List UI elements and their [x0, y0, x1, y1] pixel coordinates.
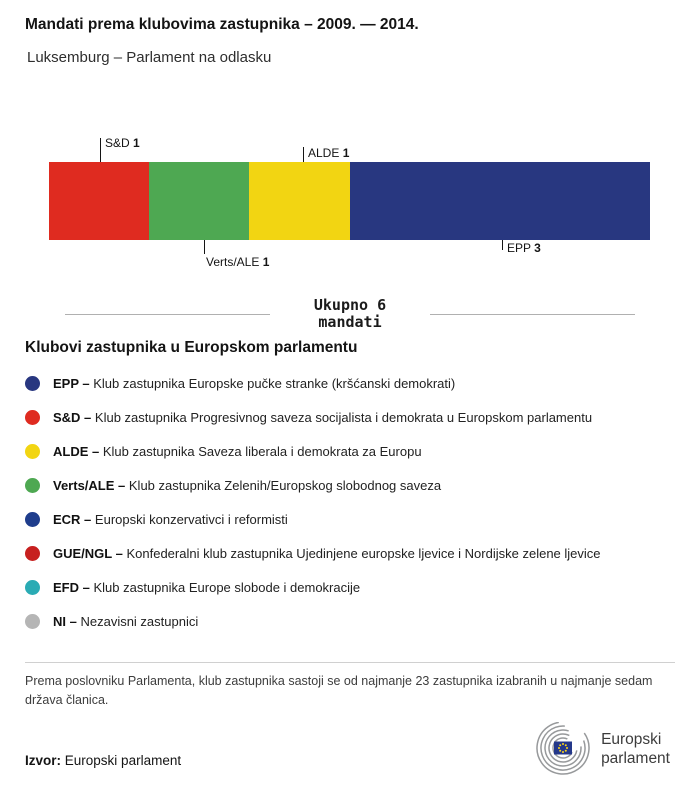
legend-item-verts-ale: Verts/ALE – Klub zastupnika Zelenih/Euro… — [25, 468, 601, 502]
legend-abbr: ECR – — [53, 511, 92, 527]
legend-desc: Nezavisni zastupnici — [80, 613, 199, 629]
legend-desc: Konfederalni klub zastupnika Ujedinjene … — [126, 545, 601, 561]
ep-hemicycle-icon — [536, 722, 590, 775]
callout-value-alde: 1 — [342, 146, 350, 160]
legend-item-ni: NI – Nezavisni zastupnici — [25, 604, 601, 638]
stacked-bar — [49, 162, 651, 240]
source-label: Izvor: — [25, 753, 62, 768]
bar-segment-sd — [49, 162, 150, 240]
callout-label-verts: Verts/ALE 1 — [206, 255, 269, 269]
callout-label-sd: S&D 1 — [105, 136, 140, 150]
summary-rule-right — [430, 313, 635, 315]
legend-item-epp: EPP – Klub zastupnika Europske pučke str… — [25, 366, 601, 400]
callout-label-epp: EPP 3 — [507, 241, 541, 255]
legend-heading: Klubovi zastupnika u Europskom parlament… — [25, 339, 358, 356]
legend-abbr: ALDE – — [53, 443, 100, 459]
ecr-color-dot — [25, 511, 40, 527]
callout-name-epp: EPP — [507, 241, 531, 255]
european-parliament-logo: Europski parlament — [531, 722, 670, 776]
total-summary: Ukupno 6 mandati — [65, 297, 635, 331]
legend-item-gue-ngl: GUE/NGL – Konfederalni klub zastupnika U… — [25, 536, 601, 570]
page-subtitle: Luksemburg – Parlament na odlasku — [27, 49, 272, 66]
bar-segment-epp — [349, 162, 651, 240]
legend-desc: Klub zastupnika Saveza liberala i demokr… — [102, 443, 422, 459]
sd-color-dot — [25, 409, 40, 425]
eu-flag-icon — [554, 741, 573, 755]
callout-value-sd: 1 — [133, 136, 140, 150]
callout-tick-epp — [502, 240, 503, 250]
logo-line-1: Europski — [601, 731, 662, 748]
source-value: Europski parlament — [64, 753, 182, 768]
legend-item-efd: EFD – Klub zastupnika Europe slobode i d… — [25, 570, 601, 604]
legend-item-alde: ALDE – Klub zastupnika Saveza liberala i… — [25, 434, 601, 468]
divider-line — [25, 662, 675, 663]
callout-value-verts: 1 — [262, 255, 270, 269]
legend-abbr: EPP – — [53, 375, 90, 391]
total-label: Ukupno 6 mandati — [270, 297, 430, 331]
page-title: Mandati prema klubovima zastupnika – 200… — [25, 16, 419, 33]
bar-segment-verts — [149, 162, 250, 240]
summary-rule-left — [65, 313, 270, 315]
source: Izvor: Europski parlament — [25, 753, 181, 768]
callout-tick-alde — [303, 147, 304, 162]
legend-abbr: GUE/NGL – — [53, 545, 123, 561]
callout-label-alde: ALDE 1 — [308, 146, 349, 160]
footnote: Prema poslovniku Parlamenta, klub zastup… — [25, 674, 653, 708]
seats-stacked-bar-chart: S&D 1 Verts/ALE 1 ALDE 1 EPP 3 — [49, 136, 651, 269]
legend-desc: Klub zastupnika Europe slobode i demokra… — [93, 579, 361, 595]
callout-name-sd: S&D — [105, 136, 130, 150]
efd-color-dot — [25, 579, 40, 595]
alde-color-dot — [25, 443, 40, 459]
callout-tick-verts — [204, 240, 205, 254]
legend-abbr: EFD – — [53, 579, 90, 595]
bar-segment-alde — [249, 162, 350, 240]
legend-desc: Europski konzervativci i reformisti — [94, 511, 288, 527]
legend-abbr: S&D – — [53, 409, 92, 425]
callout-value-epp: 3 — [534, 241, 541, 255]
callout-tick-sd — [100, 138, 101, 162]
callout-name-alde: ALDE — [308, 146, 340, 160]
legend-item-ecr: ECR – Europski konzervativci i reformist… — [25, 502, 601, 536]
total-line-1: Ukupno 6 — [313, 296, 387, 314]
epp-color-dot — [25, 375, 40, 391]
ni-color-dot — [25, 613, 40, 629]
legend-abbr: Verts/ALE – — [53, 477, 126, 493]
logo-line-2: parlament — [601, 750, 670, 767]
legend-list: EPP – Klub zastupnika Europske pučke str… — [25, 366, 601, 638]
legend-desc: Klub zastupnika Zelenih/Europskog slobod… — [128, 477, 442, 493]
legend-desc: Klub zastupnika Progresivnog saveza soci… — [94, 409, 593, 425]
gue-ngl-color-dot — [25, 545, 40, 561]
logo-text: Europski parlament — [601, 730, 670, 768]
legend-abbr: NI – — [53, 613, 77, 629]
legend-item-sd: S&D – Klub zastupnika Progresivnog savez… — [25, 400, 601, 434]
total-line-2: mandati — [318, 313, 382, 331]
verts-ale-color-dot — [25, 477, 40, 493]
legend-desc: Klub zastupnika Europske pučke stranke (… — [93, 375, 456, 391]
callout-name-verts: Verts/ALE — [206, 255, 260, 269]
